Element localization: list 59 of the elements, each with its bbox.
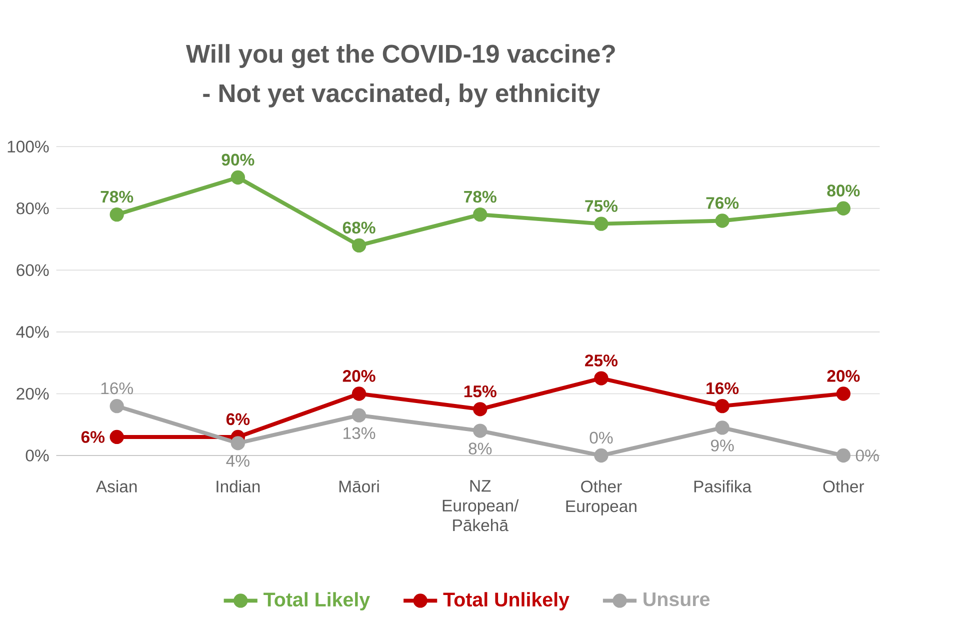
data-label: 75% <box>585 200 618 212</box>
legend-label: Total Likely <box>264 592 370 611</box>
x-tick-label: Māori <box>339 480 379 493</box>
point <box>836 202 850 216</box>
point <box>473 402 488 416</box>
data-label: 90% <box>222 154 254 166</box>
data-label: 6% <box>81 431 105 444</box>
data-label: 8% <box>468 442 492 455</box>
data-label: 78% <box>464 191 496 203</box>
data-label: 16% <box>706 382 739 394</box>
y-tick-label: 40% <box>16 326 49 338</box>
point <box>836 448 850 463</box>
y-tick-label: 0% <box>26 450 49 462</box>
point <box>230 436 246 450</box>
x-tick-label: NZ European/ Pākehā <box>442 480 519 532</box>
chart-title: Will you get the COVID-19 vaccine? <box>186 44 615 68</box>
point <box>715 214 730 228</box>
data-label: 6% <box>226 413 250 426</box>
y-tick-label: 100% <box>8 140 49 153</box>
y-tick-label: 20% <box>16 388 49 400</box>
x-tick-label: Asian <box>96 480 137 493</box>
data-label: 20% <box>827 370 860 382</box>
y-tick-label: 80% <box>16 202 49 215</box>
point <box>836 386 850 402</box>
point <box>352 408 366 423</box>
point <box>715 420 730 436</box>
point <box>594 371 608 386</box>
point <box>230 170 246 185</box>
point <box>473 424 488 438</box>
legend-label: Unsure <box>644 592 710 606</box>
data-label: 9% <box>710 440 734 452</box>
point <box>110 399 124 414</box>
point <box>110 208 124 222</box>
point <box>352 238 366 253</box>
data-label: 76% <box>706 197 739 210</box>
chart-subtitle: - Not yet vaccinated, by ethnicity <box>203 84 600 108</box>
point <box>594 448 608 463</box>
data-label: 68% <box>342 222 376 234</box>
data-label: 13% <box>344 427 376 440</box>
data-label: 20% <box>342 370 376 382</box>
data-label: 25% <box>585 354 618 367</box>
point <box>715 399 730 414</box>
x-tick-label: Pasifika <box>694 480 752 493</box>
data-label: 78% <box>100 191 134 203</box>
data-label: 15% <box>464 386 496 398</box>
x-tick-label: Other <box>823 480 864 493</box>
legend-label: Total Unlikely <box>443 592 570 611</box>
x-tick-label: Indian <box>216 480 260 493</box>
point <box>473 208 488 222</box>
data-label: 0% <box>856 450 879 462</box>
y-tick-label: 60% <box>16 264 49 276</box>
data-label: 16% <box>101 382 133 394</box>
data-label: 0% <box>590 432 613 444</box>
data-label: 4% <box>226 455 250 467</box>
x-tick-label: Other European <box>566 480 636 516</box>
point <box>352 386 366 402</box>
point <box>594 216 608 232</box>
point <box>110 430 124 444</box>
data-label: 80% <box>827 184 860 197</box>
